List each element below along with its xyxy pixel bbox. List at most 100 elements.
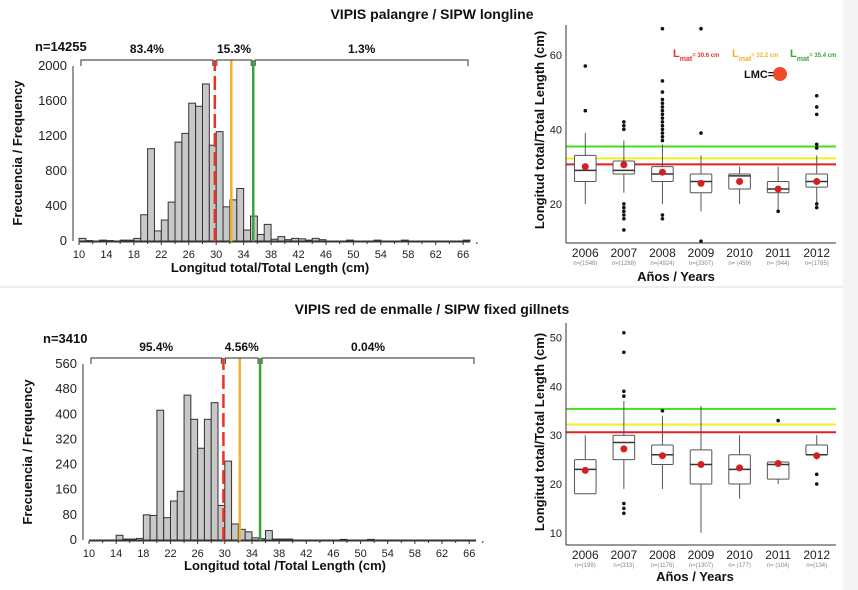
histogram-bar	[298, 238, 306, 242]
x-tick-label: 2008	[649, 246, 676, 260]
legend-text: = 30.6 cm	[692, 53, 719, 59]
outlier-point	[622, 120, 626, 124]
histogram-bar	[188, 102, 197, 242]
outlier-point	[699, 26, 703, 31]
histogram-bar	[176, 490, 185, 541]
percentage-bracket	[216, 59, 252, 66]
chart-title: VIPIS red de enmalle / SIPW fixed gillne…	[295, 301, 570, 317]
histogram-bar	[311, 237, 320, 242]
x-tick-label: 62	[430, 249, 442, 261]
histogram-bar	[291, 237, 300, 242]
histogram-bar	[129, 538, 138, 541]
histogram-bar	[462, 239, 471, 242]
x-tick-label: 2007	[611, 548, 638, 562]
outlier-point	[776, 209, 780, 214]
sample-size-label: n= (459)	[728, 261, 751, 267]
histogram-bar	[203, 418, 212, 541]
sample-size-label: n=(1548)	[573, 261, 597, 267]
outlier-point	[660, 116, 665, 120]
y-tick-label: 1600	[38, 93, 67, 108]
box-2007	[612, 120, 636, 232]
sample-size-label: n=(1288)	[612, 261, 636, 267]
outlier-point	[622, 209, 626, 214]
box-2011	[766, 166, 790, 214]
outlier-point	[622, 216, 626, 221]
sample-size-label: n=3410	[43, 331, 87, 346]
x-axis-label: Longitud total /Total Length (cm)	[184, 558, 386, 573]
x-tick-label: 2006	[572, 548, 599, 562]
outlier-point	[660, 108, 665, 113]
histogram-bar	[201, 83, 210, 242]
outlier-point	[622, 228, 626, 232]
outlier-point	[660, 409, 665, 413]
histogram-bar	[222, 206, 231, 242]
legend-sub: mat	[739, 56, 752, 63]
outlier-point	[814, 205, 819, 210]
x-axis-label: Años / Years	[656, 569, 734, 584]
percentage-label: 1.3%	[348, 42, 376, 56]
chart-title: VIPIS palangre / SIPW longline	[330, 6, 533, 22]
x-tick-label: 58	[409, 548, 421, 560]
box-2008	[651, 26, 674, 221]
histogram-bar	[142, 514, 151, 541]
x-tick-label: 2007	[611, 246, 638, 260]
outlier-point	[622, 213, 626, 217]
percentage-label: 15.3%	[217, 42, 251, 56]
mean-marker	[620, 161, 628, 169]
histogram-bar	[278, 538, 287, 541]
x-tick-label: 2009	[688, 246, 715, 260]
x-tick-label: 2008	[649, 548, 676, 562]
outlier-point	[814, 482, 819, 486]
outlier-point	[660, 120, 665, 124]
lmc-marker-icon	[773, 67, 787, 81]
right-margin	[843, 0, 858, 590]
outlier-point	[622, 501, 626, 506]
x-tick-label: 14	[100, 249, 112, 261]
lmc-label: LMC=	[744, 69, 774, 81]
legend-text: = 35.4 cm	[809, 53, 836, 59]
x-tick-label: 34	[238, 249, 250, 261]
outlier-point	[660, 97, 665, 102]
sample-size-label: n=14255	[35, 39, 87, 54]
legend-main: L	[673, 48, 680, 60]
histogram-bar	[133, 237, 142, 242]
x-tick-label: 26	[183, 249, 195, 261]
sample-size-label: n=(134)	[806, 563, 827, 569]
outlier-point	[622, 202, 626, 206]
outlier-point	[622, 123, 626, 128]
y-tick-label: 40	[550, 124, 562, 136]
histogram-bar	[243, 229, 251, 242]
outlier-point	[660, 127, 665, 132]
histogram-bar	[99, 239, 107, 242]
mean-marker	[774, 460, 782, 468]
histogram-bar	[160, 219, 169, 242]
histogram-bar	[256, 233, 265, 242]
outlier-point	[622, 394, 626, 398]
y-tick-label: 1200	[38, 128, 67, 143]
outlier-point	[814, 112, 819, 117]
x-tick-label: 66	[457, 249, 469, 261]
x-tick-label: 14	[110, 548, 122, 560]
histogram-bar	[270, 238, 279, 242]
outlier-point	[660, 79, 665, 83]
sample-size-label: n=(1176)	[651, 563, 675, 569]
sample-size-label: n=(1785)	[805, 261, 829, 267]
box-2012	[805, 435, 829, 486]
y-axis-label: Frecuencia / Frequency	[20, 379, 35, 525]
y-tick-label: 10	[550, 528, 562, 540]
boxplot-longline: Años / Years Longitud total/Total Length…	[532, 25, 836, 284]
histogram-bar	[122, 538, 131, 541]
x-tick-label: 18	[128, 249, 140, 261]
y-tick-label: 0	[70, 532, 77, 547]
outlier-point	[660, 134, 665, 139]
x-tick-label: 22	[164, 548, 176, 560]
y-tick-label: 240	[55, 457, 77, 472]
sample-size-label: n= (944)	[767, 261, 790, 267]
histogram-bar	[140, 214, 149, 242]
histogram-bar	[181, 132, 190, 242]
outlier-point	[622, 330, 626, 335]
histogram-bar	[265, 530, 273, 541]
outlier-point	[622, 506, 626, 511]
x-tick-label: 54	[375, 249, 387, 261]
x-tick-label: 42	[300, 548, 312, 560]
